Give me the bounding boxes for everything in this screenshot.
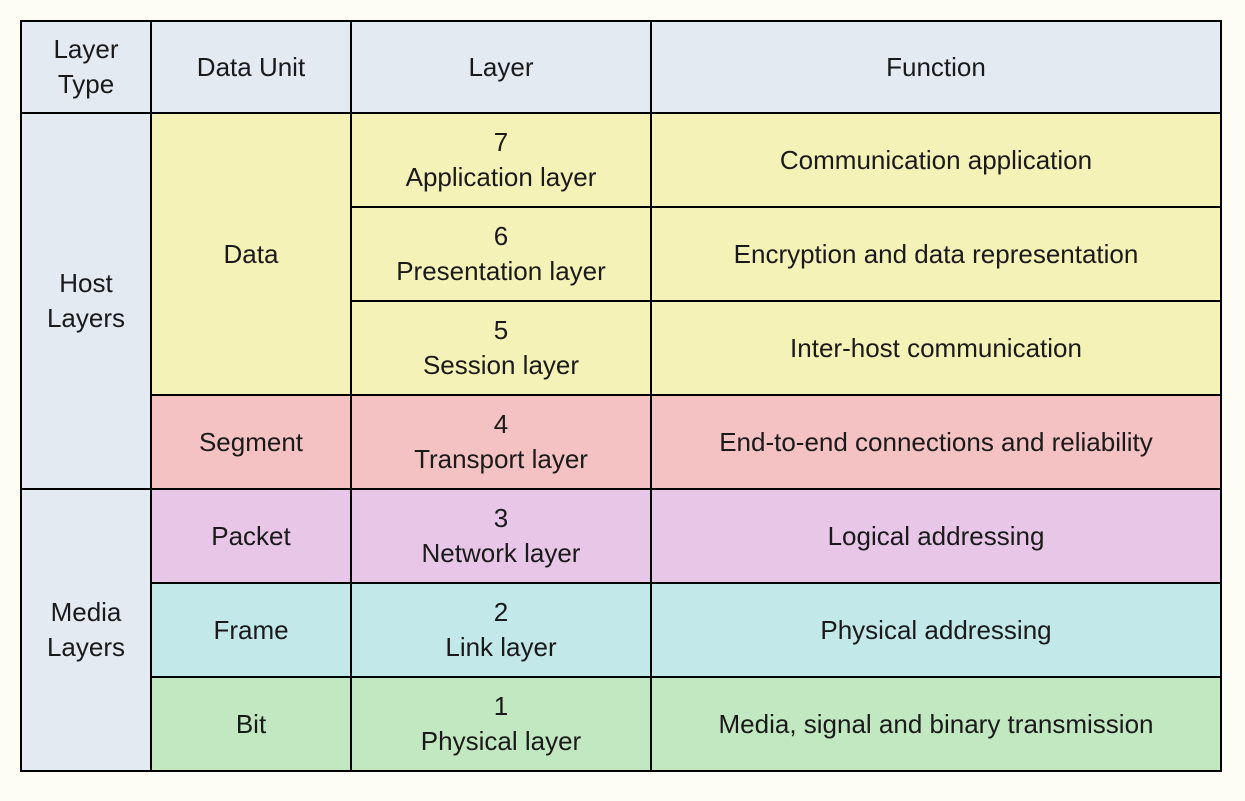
- header-layer: Layer: [351, 21, 651, 113]
- table-row: Host LayersData7Application layerCommuni…: [21, 113, 1221, 207]
- header-data-unit: Data Unit: [151, 21, 351, 113]
- layer-number: 4: [360, 407, 642, 442]
- layer-cell: 2Link layer: [351, 583, 651, 677]
- osi-table-body: Host LayersData7Application layerCommuni…: [21, 113, 1221, 771]
- layer-name: Link layer: [360, 630, 642, 665]
- table-row: Media LayersPacket3Network layerLogical …: [21, 489, 1221, 583]
- layer-cell: 1Physical layer: [351, 677, 651, 771]
- layer-type-cell: Media Layers: [21, 489, 151, 771]
- data-unit-cell: Packet: [151, 489, 351, 583]
- header-layer-type: Layer Type: [21, 21, 151, 113]
- layer-number: 6: [360, 219, 642, 254]
- layer-number: 3: [360, 501, 642, 536]
- layer-cell: 5Session layer: [351, 301, 651, 395]
- function-cell: End-to-end connections and reliability: [651, 395, 1221, 489]
- data-unit-cell: Data: [151, 113, 351, 395]
- layer-name: Physical layer: [360, 724, 642, 759]
- header-row: Layer Type Data Unit Layer Function: [21, 21, 1221, 113]
- layer-cell: 7Application layer: [351, 113, 651, 207]
- layer-cell: 6Presentation layer: [351, 207, 651, 301]
- data-unit-cell: Frame: [151, 583, 351, 677]
- layer-number: 1: [360, 689, 642, 724]
- function-cell: Physical addressing: [651, 583, 1221, 677]
- layer-cell: 4Transport layer: [351, 395, 651, 489]
- function-cell: Logical addressing: [651, 489, 1221, 583]
- layer-cell: 3Network layer: [351, 489, 651, 583]
- function-cell: Media, signal and binary transmission: [651, 677, 1221, 771]
- table-row: Frame2Link layerPhysical addressing: [21, 583, 1221, 677]
- function-cell: Encryption and data representation: [651, 207, 1221, 301]
- layer-type-cell: Host Layers: [21, 113, 151, 489]
- layer-number: 7: [360, 125, 642, 160]
- layer-name: Presentation layer: [360, 254, 642, 289]
- function-cell: Communication application: [651, 113, 1221, 207]
- layer-name: Session layer: [360, 348, 642, 383]
- data-unit-cell: Bit: [151, 677, 351, 771]
- function-cell: Inter-host communication: [651, 301, 1221, 395]
- layer-name: Transport layer: [360, 442, 642, 477]
- data-unit-cell: Segment: [151, 395, 351, 489]
- layer-number: 2: [360, 595, 642, 630]
- table-row: Segment4Transport layerEnd-to-end connec…: [21, 395, 1221, 489]
- header-function: Function: [651, 21, 1221, 113]
- layer-number: 5: [360, 313, 642, 348]
- osi-model-table: Layer Type Data Unit Layer Function Host…: [20, 20, 1222, 772]
- layer-name: Network layer: [360, 536, 642, 571]
- table-row: Bit1Physical layerMedia, signal and bina…: [21, 677, 1221, 771]
- layer-name: Application layer: [360, 160, 642, 195]
